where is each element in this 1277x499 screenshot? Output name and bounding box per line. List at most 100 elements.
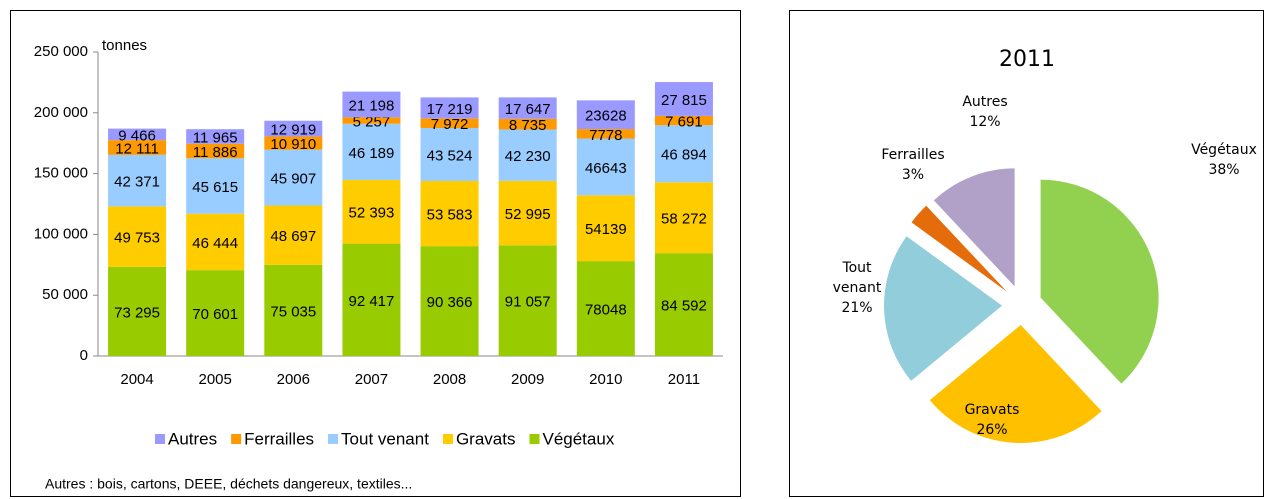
data-label: 73 295 — [114, 304, 160, 321]
bar-segment — [342, 91, 401, 118]
bar-segment — [342, 243, 401, 356]
data-label: 10 910 — [270, 136, 316, 153]
bar-segment — [186, 158, 245, 214]
bar-segment — [420, 180, 479, 247]
data-label: 49 753 — [114, 230, 160, 247]
legend-label: Végétaux — [542, 429, 614, 448]
data-label: 21 198 — [348, 97, 394, 114]
bar-segment — [264, 264, 323, 356]
legend-swatch — [231, 434, 242, 444]
data-label: 84 592 — [661, 298, 707, 315]
data-label: 17 647 — [505, 101, 551, 118]
bar-segment — [654, 82, 713, 116]
data-label: 46 444 — [192, 235, 238, 252]
data-label: 53 583 — [427, 207, 473, 224]
bar-segment — [108, 154, 167, 207]
bar-segment — [654, 253, 713, 356]
bar-segment — [420, 97, 479, 119]
bar-segment — [186, 143, 245, 159]
data-label: 27 815 — [661, 92, 707, 109]
pie-value-label: 26% — [976, 422, 1008, 438]
data-label: 52 995 — [505, 206, 551, 223]
bar-segment — [342, 179, 401, 244]
data-label: 11 965 — [193, 129, 238, 146]
data-label: 46 189 — [348, 145, 394, 162]
bar-segment — [264, 205, 323, 265]
data-label: 45 615 — [192, 179, 238, 196]
bar-segment — [186, 129, 245, 144]
data-label: 42 230 — [505, 148, 551, 165]
legend-swatch — [328, 434, 339, 444]
bar-segment — [342, 117, 401, 124]
bar-segment — [420, 128, 479, 181]
pie-chart-frame — [789, 10, 1264, 497]
x-tick-label: 2010 — [589, 371, 622, 388]
footnote: Autres : bois, cartons, DEEE, déchets da… — [45, 476, 412, 492]
pie-category: Tout venant — [832, 260, 882, 296]
pie-slice — [1040, 179, 1159, 384]
legend-label: Gravats — [456, 429, 516, 448]
pie-slice — [884, 236, 1003, 381]
x-tick-label: 2005 — [199, 371, 232, 388]
bar-segment — [654, 125, 713, 183]
pie-category: Végétaux — [1191, 142, 1257, 158]
bar-segment — [576, 100, 635, 130]
data-label: 9 466 — [118, 127, 156, 144]
data-label: 11 886 — [193, 144, 238, 161]
data-label: 5 257 — [353, 114, 391, 131]
x-tick-label: 2009 — [511, 371, 544, 388]
legend-swatch — [529, 434, 540, 444]
y-tick-label: 200 000 — [34, 104, 88, 121]
data-label: 43 524 — [427, 147, 473, 164]
bar-segment — [654, 115, 713, 126]
data-label: 70 601 — [192, 306, 238, 323]
pie-value-label: 38% — [1208, 162, 1240, 178]
data-label: 78048 — [585, 302, 627, 319]
bar-segment — [108, 266, 167, 356]
y-tick-label: 100 000 — [34, 225, 88, 242]
pie-label: Autres 12% — [945, 92, 1025, 132]
bar-chart-frame — [10, 10, 741, 497]
bar-segment — [576, 195, 635, 262]
pie-label: Végétaux 38% — [1184, 140, 1264, 180]
bar-segment — [186, 270, 245, 356]
data-label: 23628 — [585, 108, 627, 125]
x-tick-label: 2011 — [668, 371, 700, 388]
data-label: 46643 — [585, 160, 627, 177]
pie-value-label: 21% — [841, 300, 873, 316]
bar-segment — [576, 261, 635, 356]
bar-segment — [108, 140, 167, 155]
y-tick-label: 0 — [80, 347, 88, 364]
legend-label: Autres — [168, 429, 217, 448]
bar-segment — [654, 182, 713, 254]
pie-category: Gravats — [964, 402, 1020, 418]
data-label: 92 417 — [348, 293, 394, 310]
pie-value-label: 12% — [969, 114, 1001, 130]
data-label: 91 057 — [505, 294, 551, 311]
pie-label: Ferrailles 3% — [873, 145, 953, 185]
pie-category: Autres — [962, 94, 1008, 110]
bar-segment — [420, 118, 479, 129]
pie-label: Tout venant 21% — [827, 258, 887, 318]
pie-value-label: 3% — [901, 167, 925, 183]
pie-slice — [929, 324, 1102, 443]
bar-segment — [264, 136, 323, 150]
bar-segment — [342, 123, 401, 180]
x-tick-label: 2007 — [355, 371, 388, 388]
pie-slice — [911, 205, 1007, 292]
bar-segment — [186, 213, 245, 271]
data-label: 54139 — [585, 221, 627, 238]
pie-title: 2011 — [999, 47, 1055, 72]
bar-segment — [498, 129, 557, 181]
data-label: 90 366 — [427, 294, 473, 311]
data-label: 46 894 — [661, 147, 707, 164]
data-label: 42 371 — [114, 174, 160, 191]
bar-segment — [576, 129, 635, 139]
x-tick-label: 2004 — [120, 371, 153, 388]
bar-segment — [498, 97, 557, 119]
bar-segment — [498, 118, 557, 130]
data-label: 52 393 — [348, 205, 394, 222]
pie-label: Gravats 26% — [952, 400, 1032, 440]
x-tick-label: 2006 — [277, 371, 310, 388]
